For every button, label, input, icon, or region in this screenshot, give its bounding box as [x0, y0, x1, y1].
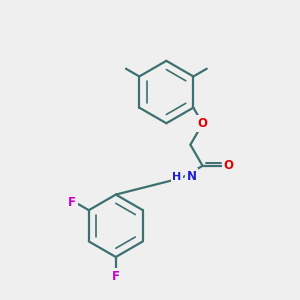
Text: N: N	[187, 170, 197, 183]
Text: O: O	[224, 159, 233, 172]
Text: H: H	[172, 172, 182, 182]
Text: F: F	[68, 196, 76, 209]
Text: F: F	[112, 270, 120, 283]
Text: O: O	[198, 117, 208, 130]
